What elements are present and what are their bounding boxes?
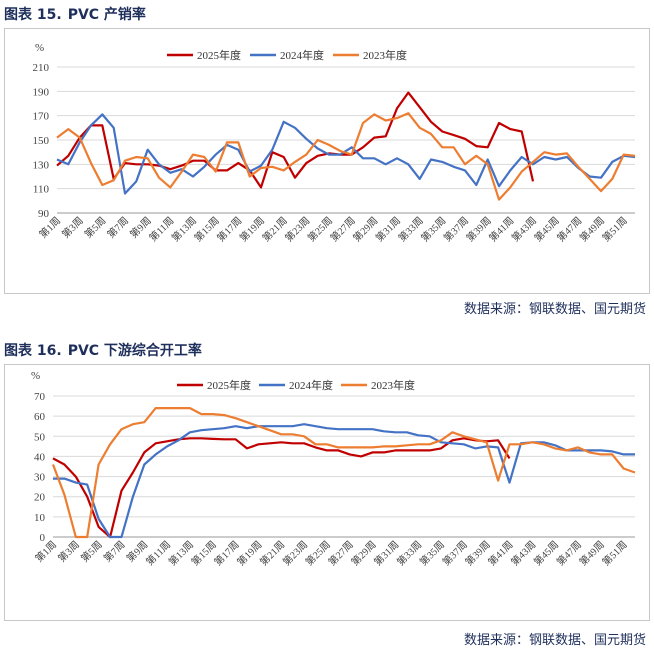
chart-1-unit-label: % (35, 42, 44, 54)
figure-2-title: 图表 16. PVC 下游综合开工率 (4, 340, 202, 360)
figure-1-title: 图表 15. PVC 产销率 (4, 4, 146, 24)
chart-2-x-tick-label: 第13周 (166, 538, 196, 568)
chart-2-x-tick-label: 第21周 (257, 538, 287, 568)
chart-2-x-tick-label: 第27周 (325, 538, 355, 568)
chart-1-x-tick-label: 第23周 (282, 214, 312, 244)
chart-2-y-tick-label: 50 (34, 431, 46, 443)
chart-2-x-tick-label: 第49周 (576, 538, 606, 568)
chart-1-x-tick-label: 第21周 (259, 214, 289, 244)
chart-1-x-tick-label: 第25周 (305, 214, 335, 244)
chart-2-legend-label: 2025年度 (207, 378, 251, 392)
chart-1-x-tick-label: 第37周 (441, 214, 471, 244)
chart-2-svg: %010203040506070第1周第3周第5周第7周第9周第11周第13周第… (31, 370, 636, 568)
chart-1-frame: % 90 110 130 150 170 190 210 第1周 第3周 第5周 第7周 第9周 第11周… (4, 28, 650, 294)
chart-2-series-line-y2025 (52, 437, 511, 539)
chart-1-x-tick-label: 第7周 (104, 214, 131, 241)
figure-2-source: 数据来源：钢联数据、国元期货 (463, 633, 646, 648)
chart-1-y-tick-label: 170 (33, 111, 50, 123)
chart-1-series-line-y2025 (56, 91, 535, 189)
chart-1-x-tick-label: 第27周 (327, 214, 357, 244)
chart-1-series-line-y2023 (56, 112, 636, 201)
figure-2-title-text: PVC 下游综合开工率 (67, 343, 202, 359)
chart-2-series-line-y2023 (51, 406, 636, 539)
chart-2-x-tick-label: 第15周 (188, 538, 218, 568)
chart-1-y-tick-label: 130 (33, 159, 50, 171)
chart-1-x-tick-label: 第31周 (373, 214, 403, 244)
chart-2-y-tick-label: 30 (34, 472, 46, 484)
chart-2-y-tick-label: 10 (34, 512, 46, 524)
chart-2-x-tick-label: 第17周 (211, 538, 241, 568)
chart-2-y-tick-label: 60 (34, 411, 46, 423)
chart-2-x-tick-label: 第19周 (234, 538, 264, 568)
chart-2-y-tick-label: 40 (34, 451, 46, 463)
chart-1-y-tick-label: 150 (33, 135, 50, 147)
chart-1-x-tick-label: 第29周 (350, 214, 380, 244)
chart-1-x-tick-label: 第47周 (554, 214, 584, 244)
chart-1-legend-label: 2025年度 (197, 48, 241, 62)
chart-2-series-line-y2024 (53, 423, 635, 539)
chart-1-x-tick-label: 第41周 (486, 214, 516, 244)
chart-1-x-tick-label: 第5周 (82, 214, 109, 241)
chart-1-x-tick-label: 第33周 (395, 214, 425, 244)
chart-2-x-tick-label: 第33周 (394, 538, 424, 568)
chart-1-y-tick-label: 210 (33, 62, 50, 74)
figure-1-source: 数据来源：钢联数据、国元期货 (463, 302, 646, 317)
chart-1-x-tick-label: 第39周 (463, 214, 493, 244)
chart-2-legend-label: 2024年度 (289, 378, 333, 392)
chart-2-x-tick-label: 第41周 (485, 538, 515, 568)
chart-2-x-tick-label: 第1周 (32, 538, 59, 565)
chart-1-x-tick-label: 第15周 (191, 214, 221, 244)
chart-2-x-tick-label: 第35周 (417, 538, 447, 568)
figure-2-label: 图表 16. (4, 343, 62, 359)
chart-2-x-tick-label: 第29周 (348, 538, 378, 568)
chart-2-x-tick-label: 第43周 (508, 538, 538, 568)
chart-2-x-tick-label: 第51周 (599, 538, 629, 568)
chart-1-x-tick-label: 第3周 (59, 214, 86, 241)
chart-2-x-tick-label: 第37周 (440, 538, 470, 568)
figure-1-label: 图表 15. (4, 7, 62, 23)
chart-2-x-tick-label: 第23周 (280, 538, 310, 568)
chart-2-x-tick-label: 第31周 (371, 538, 401, 568)
chart-2-x-tick-label: 第7周 (101, 538, 128, 565)
chart-1-series-line-y2024 (56, 113, 636, 195)
chart-2-x-tick-label: 第47周 (554, 538, 584, 568)
chart-1-x-tick-label: 第51周 (599, 214, 629, 244)
chart-1-x-tick-label: 第45周 (531, 214, 561, 244)
chart-1-svg: %90110130150170190210第1周第3周第5周第7周第9周第11周… (33, 42, 636, 244)
chart-2-y-tick-label: 0 (40, 532, 46, 544)
chart-1-legend-label: 2023年度 (363, 48, 407, 62)
chart-1-x-tick-label: 第35周 (418, 214, 448, 244)
chart-1-x-tick-label: 第43周 (509, 214, 539, 244)
chart-1-y-tick-label: 90 (38, 208, 50, 220)
chart-2-frame: % 0 10 20 30 40 50 60 70 第1周 第3周 第5周 第7周 第9周 第11周 第13周第… (4, 364, 650, 621)
chart-2-y-tick-label: 20 (34, 492, 46, 504)
chart-2-unit-label: % (31, 370, 40, 382)
chart-1-x-tick-label: 第49周 (577, 214, 607, 244)
chart-1-legend-label: 2024年度 (280, 48, 324, 62)
chart-2-x-tick-label: 第5周 (78, 538, 105, 565)
chart-1-x-tick-label: 第19周 (237, 214, 267, 244)
chart-1-y-tick-label: 110 (33, 184, 50, 196)
chart-2-x-tick-label: 第3周 (55, 538, 82, 565)
chart-2-x-tick-label: 第25周 (303, 538, 333, 568)
chart-1-y-tick-label: 190 (33, 86, 50, 98)
chart-1-x-tick-label: 第17周 (214, 214, 244, 244)
chart-1-x-tick-label: 第13周 (169, 214, 199, 244)
chart-2-legend-label: 2023年度 (371, 378, 415, 392)
chart-2-x-tick-label: 第39周 (462, 538, 492, 568)
chart-2-y-tick-label: 70 (34, 391, 46, 403)
chart-2-x-tick-label: 第45周 (531, 538, 561, 568)
figure-1-title-text: PVC 产销率 (67, 7, 146, 23)
